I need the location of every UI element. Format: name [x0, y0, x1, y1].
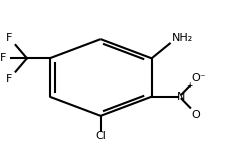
Text: F: F [6, 33, 12, 43]
Text: F: F [0, 53, 6, 63]
Text: O: O [191, 110, 200, 120]
Text: O⁻: O⁻ [191, 73, 206, 83]
Text: Cl: Cl [95, 131, 106, 141]
Text: F: F [6, 74, 12, 84]
Text: NH₂: NH₂ [172, 33, 193, 43]
Text: +: + [186, 81, 193, 90]
Text: N: N [177, 92, 185, 102]
